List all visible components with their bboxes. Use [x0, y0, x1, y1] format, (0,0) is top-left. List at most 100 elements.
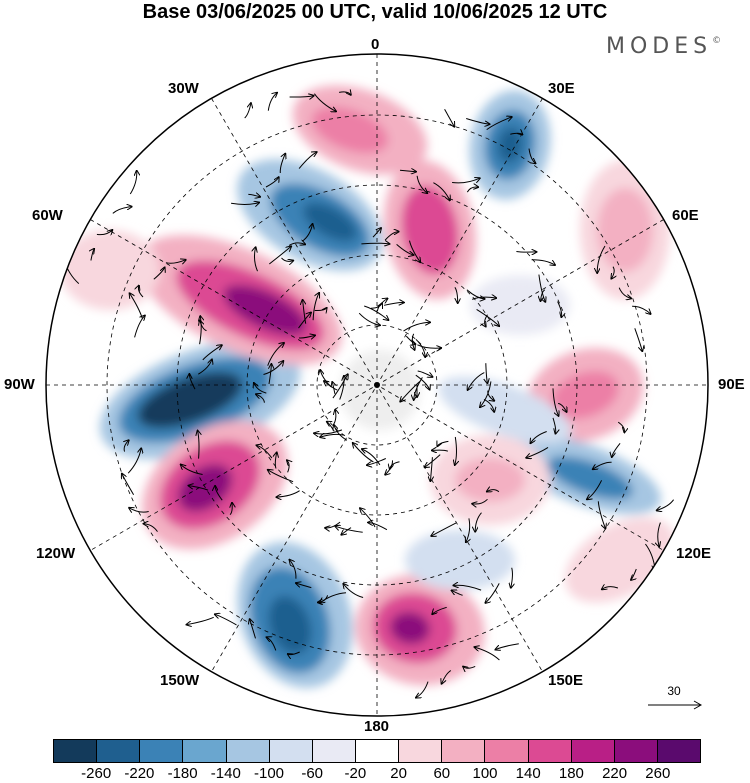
wind-arrow [631, 568, 637, 580]
wind-arrow [475, 512, 482, 532]
wind-arrow [433, 182, 449, 201]
wind-arrow [390, 461, 400, 469]
wind-arrow [396, 244, 414, 255]
wind-arrow [372, 228, 381, 238]
wind-arrow [403, 322, 431, 332]
wind-arrow [314, 429, 343, 434]
colorbar-tick-label: -260 [81, 765, 112, 782]
anomaly-blob [303, 202, 357, 242]
wind-arrow [430, 457, 432, 481]
wind-arrow [124, 440, 129, 452]
wind-arrow [325, 521, 341, 528]
colorbar-cell [183, 740, 227, 762]
colorbar-cell [614, 740, 658, 762]
wind-arrow [215, 486, 223, 501]
wind-arrow [268, 470, 294, 483]
wind-arrow [279, 154, 285, 174]
wind-arrow [314, 308, 327, 311]
colorbar-tick-label: -20 [344, 765, 367, 782]
wind-arrow [437, 441, 449, 446]
wind-arrow [290, 560, 297, 579]
wind-arrow [526, 446, 549, 457]
wind-arrow [202, 345, 222, 361]
wind-arrow [144, 524, 158, 532]
wind-arrow [531, 259, 555, 265]
wind-arrow [288, 243, 305, 246]
reference-vector-label: 30 [667, 684, 681, 698]
wind-arrow [383, 302, 404, 306]
wind-arrow [275, 453, 276, 469]
wind-arrow [587, 480, 603, 499]
wind-arrow [463, 666, 476, 668]
wind-arrow [611, 266, 614, 279]
wind-arrow [215, 614, 237, 626]
wind-arrow [538, 274, 545, 302]
wind-arrow [361, 243, 389, 244]
wind-arrow [480, 381, 492, 407]
anomaly-blob [60, 230, 160, 310]
colorbar-cell [657, 740, 701, 762]
wind-arrow [267, 637, 277, 651]
anomaly-blob [455, 458, 525, 502]
anomaly-blob [137, 372, 243, 428]
wind-arrow [254, 383, 267, 394]
lon-label-180: 180 [364, 718, 390, 735]
wind-arrow [198, 360, 212, 375]
wind-arrow [558, 403, 567, 412]
wind-arrow [552, 417, 556, 434]
wind-arrow [189, 374, 196, 390]
wind-arrow [353, 443, 374, 463]
wind-arrow [454, 585, 482, 591]
colorbar-cell [226, 740, 270, 762]
polar-map [45, 53, 709, 717]
colorbar-cell [312, 740, 356, 762]
colorbar-ticks: -260 -220 -180 -140 -100 -60 -20 20 60 100 140 180 2… [0, 765, 750, 783]
lon-label-120w: 120W [36, 545, 76, 562]
colorbar-cell [269, 740, 313, 762]
wind-arrow [364, 305, 388, 320]
wind-arrow [496, 643, 519, 650]
wind-arrow [277, 490, 300, 497]
wind-arrow [313, 93, 336, 112]
wind-arrow [268, 246, 291, 265]
wind-arrow [129, 171, 136, 195]
colorbar-tick-label: -220 [124, 765, 155, 782]
modes-logo: MODES© [606, 34, 721, 59]
wind-arrow [343, 584, 364, 598]
wind-arrow [417, 370, 433, 377]
wind-arrow [384, 232, 399, 241]
wind-arrow [298, 152, 317, 169]
wind-arrow [466, 518, 470, 542]
wind-arrow [122, 474, 135, 495]
lon-label-0: 0 [371, 36, 380, 53]
lon-label-60w: 60W [32, 207, 63, 224]
colorbar-cell [485, 740, 529, 762]
wind-arrow [466, 187, 478, 193]
wind-arrow [265, 177, 279, 188]
wind-arrow [425, 454, 441, 468]
wind-arrow [416, 175, 427, 193]
wind-arrow [368, 523, 388, 531]
wind-arrow [409, 240, 421, 263]
wind-arrow [288, 651, 300, 655]
wind-arrow [432, 450, 449, 451]
wind-arrow [552, 388, 559, 415]
wind-arrow [367, 458, 387, 466]
colorbar-cell [399, 740, 443, 762]
wind-arrow [468, 372, 485, 390]
wind-arrow [298, 313, 312, 329]
colorbar-tick-label: 140 [515, 765, 541, 782]
wind-arrow [658, 522, 661, 547]
lon-label-150w: 150W [160, 672, 200, 689]
anomaly-blob [551, 371, 619, 419]
wind-arrow [485, 583, 500, 603]
wind-arrow [200, 316, 202, 345]
logo-text: MODES [606, 34, 713, 59]
wind-arrow [269, 364, 271, 385]
colorbar-tick-label: 220 [602, 765, 628, 782]
anomaly-blob [547, 456, 633, 500]
wind-arrow [257, 445, 273, 459]
wind-arrow [289, 96, 314, 97]
wind-arrow [415, 374, 430, 389]
wind-arrow [416, 681, 429, 698]
